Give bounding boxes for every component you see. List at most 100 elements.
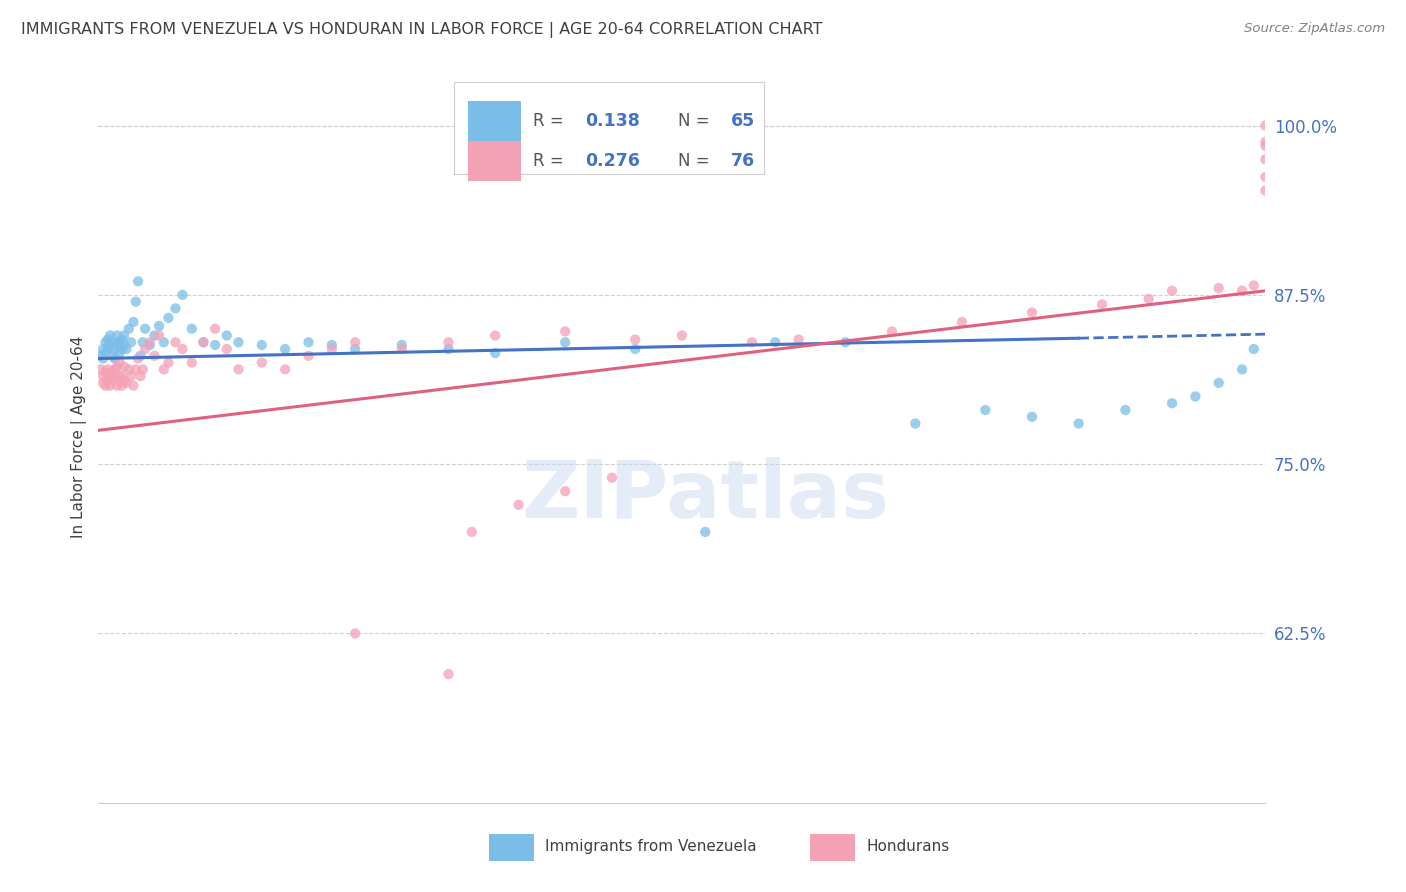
Point — [904, 417, 927, 431]
Point — [94, 365, 117, 379]
Point — [600, 471, 623, 485]
Point — [1254, 139, 1277, 153]
FancyBboxPatch shape — [454, 82, 763, 174]
Point — [193, 335, 215, 350]
Point — [1243, 342, 1265, 356]
Point — [554, 335, 576, 350]
Point — [437, 342, 460, 356]
Point — [152, 335, 174, 350]
Point — [139, 338, 162, 352]
Point — [461, 524, 484, 539]
Point — [763, 335, 786, 350]
Point — [91, 342, 114, 356]
Point — [1021, 409, 1043, 424]
Point — [122, 315, 145, 329]
Point — [180, 322, 202, 336]
Point — [321, 342, 343, 356]
Text: N =: N = — [679, 112, 716, 129]
Text: ZIPatlas: ZIPatlas — [522, 457, 890, 534]
Point — [98, 328, 121, 343]
Point — [143, 328, 166, 343]
Point — [132, 335, 155, 350]
Point — [105, 359, 128, 374]
Point — [115, 376, 138, 390]
Point — [104, 342, 127, 356]
Point — [132, 362, 155, 376]
Point — [120, 369, 142, 384]
Point — [1208, 376, 1230, 390]
Point — [94, 346, 117, 360]
Point — [695, 524, 717, 539]
Text: R =: R = — [533, 112, 568, 129]
Point — [127, 274, 149, 288]
Point — [108, 335, 131, 350]
Point — [554, 325, 576, 339]
Point — [1184, 389, 1206, 403]
Point — [97, 333, 120, 347]
Point — [437, 667, 460, 681]
Point — [112, 328, 135, 343]
Point — [215, 328, 238, 343]
Point — [274, 362, 297, 376]
Point — [129, 349, 152, 363]
Point — [1161, 396, 1184, 410]
Text: Hondurans: Hondurans — [866, 839, 949, 855]
Point — [391, 338, 413, 352]
Point — [165, 335, 187, 350]
Point — [125, 294, 148, 309]
Point — [1067, 417, 1090, 431]
Point — [111, 378, 134, 392]
Text: N =: N = — [679, 152, 716, 170]
Text: IMMIGRANTS FROM VENEZUELA VS HONDURAN IN LABOR FORCE | AGE 20-64 CORRELATION CHA: IMMIGRANTS FROM VENEZUELA VS HONDURAN IN… — [21, 22, 823, 38]
Y-axis label: In Labor Force | Age 20-64: In Labor Force | Age 20-64 — [72, 336, 87, 538]
Text: 0.276: 0.276 — [585, 152, 640, 170]
Point — [1021, 305, 1043, 319]
Point — [484, 346, 506, 360]
Point — [111, 369, 134, 384]
Point — [112, 338, 135, 352]
Point — [98, 338, 121, 352]
Text: R =: R = — [533, 152, 568, 170]
Point — [104, 362, 127, 376]
Point — [105, 338, 128, 352]
Text: Immigrants from Venezuela: Immigrants from Venezuela — [546, 839, 756, 855]
Point — [787, 333, 810, 347]
Point — [880, 325, 903, 339]
Point — [215, 342, 238, 356]
Point — [250, 355, 273, 369]
Text: 76: 76 — [731, 152, 755, 170]
Point — [98, 378, 121, 392]
Point — [1254, 135, 1277, 149]
Point — [172, 342, 194, 356]
Point — [172, 288, 194, 302]
Point — [148, 328, 170, 343]
Point — [1137, 292, 1160, 306]
Point — [1254, 153, 1277, 167]
Point — [1091, 297, 1114, 311]
Point — [108, 346, 131, 360]
Point — [105, 328, 128, 343]
Point — [108, 355, 131, 369]
Point — [97, 342, 120, 356]
Point — [118, 362, 141, 376]
Point — [101, 373, 124, 387]
Point — [98, 369, 121, 384]
Point — [134, 342, 156, 356]
Point — [1114, 403, 1136, 417]
Point — [111, 333, 134, 347]
Point — [112, 373, 135, 387]
Point — [484, 328, 506, 343]
Point — [97, 373, 120, 387]
Point — [344, 626, 367, 640]
Point — [91, 369, 114, 384]
Point — [741, 335, 763, 350]
Point — [108, 369, 131, 384]
Point — [297, 349, 319, 363]
Point — [97, 362, 120, 376]
Point — [157, 355, 180, 369]
Point — [111, 342, 134, 356]
Point — [1254, 119, 1277, 133]
Point — [143, 349, 166, 363]
Point — [165, 301, 187, 316]
FancyBboxPatch shape — [468, 141, 520, 181]
